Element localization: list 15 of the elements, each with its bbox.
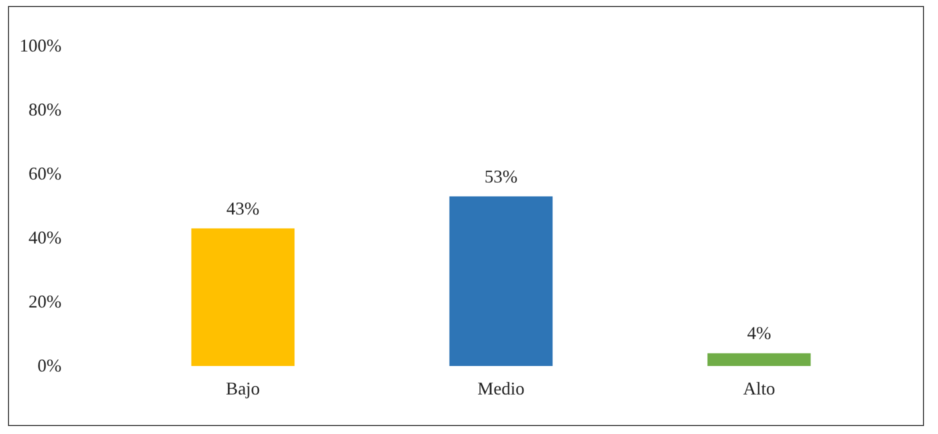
x-tick-label: Alto — [743, 378, 776, 398]
data-label: 4% — [747, 323, 772, 344]
y-tick-label: 60% — [28, 164, 62, 184]
y-tick-label: 100% — [20, 36, 62, 56]
y-tick-label: 0% — [38, 356, 62, 376]
x-tick-label: Medio — [478, 378, 524, 398]
data-label: 43% — [226, 198, 260, 218]
bar — [707, 353, 811, 366]
y-tick-label: 20% — [28, 292, 62, 312]
y-tick-label: 80% — [28, 100, 62, 120]
bar — [449, 196, 553, 366]
y-tick-label: 40% — [28, 228, 62, 248]
data-label: 53% — [484, 166, 518, 186]
x-tick-label: Bajo — [226, 378, 260, 398]
bar — [191, 228, 295, 366]
